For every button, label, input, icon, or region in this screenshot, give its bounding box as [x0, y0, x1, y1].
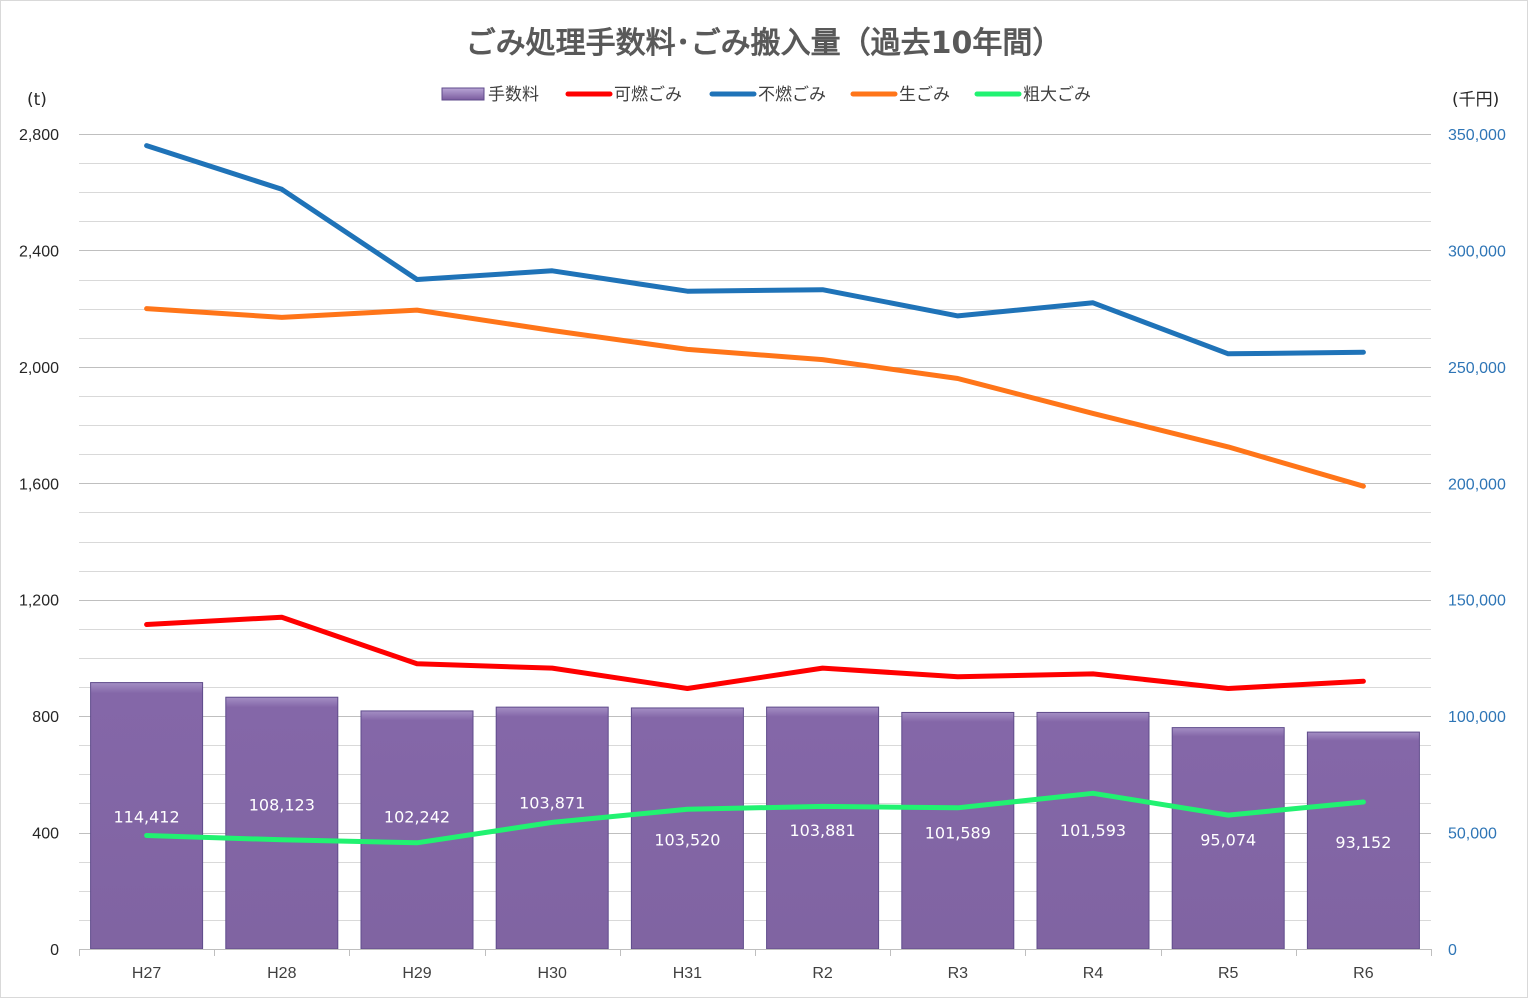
y-right-tick-label: 100,000	[1448, 709, 1506, 726]
y-left-tick-label: 800	[32, 709, 59, 726]
y-right-tick-label: 0	[1448, 942, 1457, 959]
legend-label: 粗大ごみ	[1023, 85, 1091, 105]
x-tick-label: R3	[948, 965, 969, 982]
bar-data-labels: 114,412 108,123 102,242 103,871 103,520 103,8…	[114, 793, 1392, 852]
bar-data-label: 103,520	[654, 831, 720, 850]
left-axis-unit: (t)	[27, 90, 47, 110]
bar-R5	[1171, 727, 1285, 950]
y-left-tick-label: 1,600	[19, 476, 59, 493]
x-tick-label: H28	[267, 965, 296, 982]
line-series-3	[144, 306, 1366, 489]
y-right-tick-label: 250,000	[1448, 360, 1506, 377]
y-left-tick-label: 1,200	[19, 593, 59, 610]
legend-label: 不燃ごみ	[758, 85, 826, 105]
x-tick-label: R6	[1353, 965, 1374, 982]
bar-H29	[360, 710, 474, 950]
y-right-tick-label: 50,000	[1448, 826, 1497, 843]
y-left-tick-label: 2,000	[19, 360, 59, 377]
x-tick-label: H29	[402, 965, 431, 982]
y-right-tick-label: 200,000	[1448, 476, 1506, 493]
bar-H27	[90, 682, 204, 950]
line-series-1	[144, 614, 1366, 691]
legend: 手数料 可燃ごみ 不燃ごみ 生ごみ 粗大ごみ	[441, 85, 1091, 105]
bar-H31	[630, 707, 744, 950]
bar-data-label: 114,412	[114, 807, 180, 826]
legend-swatch-bar	[441, 87, 485, 101]
axes: H27 H28 H29 H30 H31 R2 R3 R4 R5 R6 0 400 800 1,200 1,6…	[19, 127, 1506, 982]
bar-R2	[766, 706, 880, 950]
bar-data-label: 101,593	[1060, 821, 1126, 840]
bar-data-label: 101,589	[925, 824, 991, 843]
bar-data-label: 108,123	[249, 796, 315, 815]
bar-data-label: 103,881	[790, 821, 856, 840]
legend-label: 手数料	[488, 85, 539, 105]
line-series-group	[144, 143, 1366, 846]
bar-data-label: 102,242	[384, 807, 450, 826]
legend-label: 可燃ごみ	[614, 85, 682, 105]
bar-series-group	[90, 682, 1420, 950]
line-series-2	[144, 143, 1366, 357]
x-tick-label: R2	[812, 965, 833, 982]
y-left-tick-label: 0	[50, 942, 59, 959]
right-axis-unit: (千円)	[1452, 90, 1499, 110]
bar-data-label: 103,871	[519, 793, 585, 812]
bar-H28	[225, 696, 339, 950]
bar-data-label: 93,152	[1335, 833, 1391, 852]
y-right-tick-label: 150,000	[1448, 593, 1506, 610]
bar-R3	[901, 711, 1015, 950]
legend-label: 生ごみ	[899, 85, 950, 105]
bar-R6	[1306, 731, 1420, 950]
y-left-tick-label: 400	[32, 826, 59, 843]
y-left-tick-label: 2,400	[19, 243, 59, 260]
x-tick-label: H31	[673, 965, 702, 982]
bar-data-label: 95,074	[1200, 831, 1256, 850]
x-tick-label: R4	[1083, 965, 1104, 982]
bar-R4	[1036, 711, 1150, 950]
x-tick-label: R5	[1218, 965, 1239, 982]
line-series-4	[144, 790, 1366, 846]
x-tick-label: H27	[132, 965, 161, 982]
chart-title: ごみ処理手数料･ごみ搬入量（過去10年間）	[466, 26, 1063, 61]
x-tick-label: H30	[538, 965, 567, 982]
y-left-tick-label: 2,800	[19, 127, 59, 144]
y-right-tick-label: 300,000	[1448, 243, 1506, 260]
y-right-tick-label: 350,000	[1448, 127, 1506, 144]
